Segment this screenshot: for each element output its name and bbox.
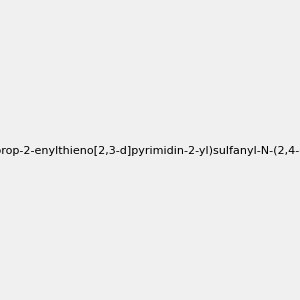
Text: 2-(5,6-dimethyl-4-oxo-3-prop-2-enylthieno[2,3-d]pyrimidin-2-yl)sulfanyl-N-(2,4-d: 2-(5,6-dimethyl-4-oxo-3-prop-2-enylthien…	[0, 146, 300, 157]
